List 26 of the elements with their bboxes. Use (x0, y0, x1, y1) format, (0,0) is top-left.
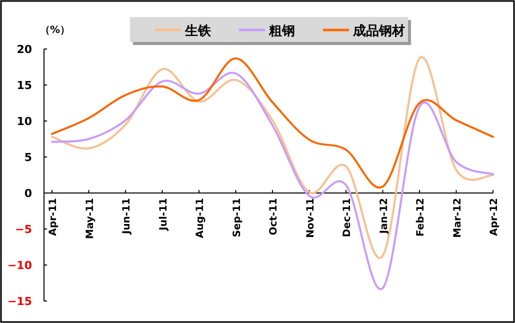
x-tick-label: Apr-12 (489, 198, 500, 236)
legend-label: 生铁 (184, 24, 212, 39)
y-tick-label: −15 (7, 295, 32, 308)
y-axis-title: （%） (40, 25, 70, 36)
x-tick-label: Jun-11 (122, 198, 132, 236)
x-tick-label: Mar-12 (452, 198, 464, 238)
x-tick-label: Dec-11 (342, 198, 353, 238)
legend-label: 粗钢 (268, 24, 295, 39)
y-tick-label: −10 (7, 259, 32, 272)
x-tick-label: Apr-11 (48, 198, 59, 236)
y-tick-label: 0 (24, 187, 32, 200)
x-tick-label: May-11 (84, 198, 96, 239)
y-tick-label: 10 (16, 115, 32, 128)
x-tick-label: Oct-11 (268, 198, 280, 236)
legend-label: 成品钢材 (352, 24, 405, 39)
x-tick-label: Jan-12 (378, 198, 390, 235)
y-tick-label: 15 (16, 79, 32, 92)
x-tick-label: Sep-11 (232, 198, 243, 238)
x-tick-label: Feb-12 (416, 198, 426, 236)
y-tick-label: 5 (24, 151, 32, 164)
y-tick-label: 20 (16, 43, 32, 56)
x-tick-label: Nov-11 (305, 198, 316, 238)
x-tick-label: Jul-11 (158, 198, 170, 232)
y-tick-label: −5 (15, 223, 32, 236)
x-tick-label: Aug-11 (195, 198, 206, 238)
line-series (51, 57, 494, 188)
